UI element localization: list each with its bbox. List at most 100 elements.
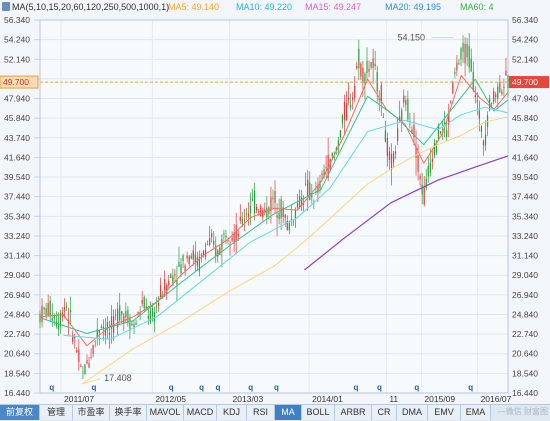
tab-adjust[interactable]: 前复权 <box>0 405 40 420</box>
ma-line-4 <box>304 155 509 271</box>
candle-body <box>82 371 84 373</box>
tab-emv[interactable]: EMV <box>428 405 461 420</box>
plot-area <box>40 20 508 393</box>
candle-body <box>84 364 86 375</box>
tab-ema[interactable]: EMA <box>461 405 491 420</box>
candle-body <box>350 105 352 108</box>
y-tick-label: 47.940 <box>512 94 538 104</box>
candle-body <box>159 285 162 298</box>
candle-body <box>495 94 497 97</box>
candle-body <box>182 255 184 262</box>
y-tick-label: 43.740 <box>512 133 538 143</box>
candle-body <box>129 317 131 331</box>
candle-body <box>333 156 335 158</box>
candle-body <box>413 124 415 138</box>
candle-body <box>425 178 427 189</box>
y-tick-label-left: 16.440 <box>4 388 30 398</box>
y-tick-label-left: 37.440 <box>4 192 30 202</box>
candle-body <box>392 152 395 163</box>
candle-body <box>384 130 386 142</box>
candle-body <box>147 315 149 319</box>
candle-body <box>274 191 276 203</box>
candle-body <box>162 295 164 298</box>
tab-arbr[interactable]: ARBR <box>335 405 372 420</box>
legend-ma5: MA5: 49.140 <box>168 2 220 12</box>
candle-body <box>298 196 301 209</box>
last-price-tag-right <box>509 76 549 89</box>
ma-line-0 <box>39 75 509 347</box>
candle-body <box>262 210 264 218</box>
candle-body <box>90 356 92 358</box>
candle-body <box>198 256 201 272</box>
candle-body <box>108 332 111 336</box>
candle-body <box>98 330 100 333</box>
candle-body <box>270 197 272 211</box>
y-tick-label: 41.640 <box>512 152 538 162</box>
candle-body <box>43 307 45 310</box>
tab-kdj[interactable]: KDJ <box>217 405 247 420</box>
tab-cr[interactable]: CR <box>372 405 397 420</box>
candle-body <box>110 316 113 329</box>
candle-body <box>133 324 135 328</box>
tab-ma[interactable]: MA <box>275 405 302 420</box>
tab-boll[interactable]: BOLL <box>302 405 335 420</box>
candle-body <box>456 62 458 71</box>
candle-body <box>474 95 476 98</box>
candle-body <box>225 235 227 238</box>
y-tick-label-left: 54.240 <box>4 35 30 45</box>
candle-body <box>300 197 303 207</box>
tab-mavol[interactable]: MAVOL <box>147 405 184 420</box>
candle-body <box>347 98 350 100</box>
candle-body <box>468 45 470 68</box>
tab-rsi[interactable]: RSI <box>247 405 275 420</box>
candle-body <box>497 86 499 99</box>
candle-body <box>360 63 362 77</box>
candle-body <box>319 181 321 189</box>
y-tick-label: 31.140 <box>512 251 538 261</box>
candle-body <box>100 326 102 329</box>
tab-turnover[interactable]: 换手率 <box>110 405 147 420</box>
y-tick-label: 20.640 <box>512 349 538 359</box>
candle-body <box>196 257 198 266</box>
candle-body <box>164 279 166 291</box>
tab-manage[interactable]: 管理 <box>40 405 73 420</box>
candle-body <box>86 360 88 364</box>
candle-body <box>235 224 237 242</box>
candle-body <box>476 100 478 103</box>
last-price-label-left: 49.700 <box>3 77 29 87</box>
x-tick-label: 11 <box>389 394 398 404</box>
candle-body <box>49 300 51 316</box>
legend-indicator: MA(5,10,15,20,60,120,250,500,1000,1) <box>12 2 170 12</box>
candle-body <box>258 211 260 213</box>
candle-body <box>450 101 452 103</box>
candle-body <box>121 311 123 315</box>
legend-menu-icon[interactable] <box>2 2 10 11</box>
legend-ma60: MA60: 4 <box>460 2 494 12</box>
y-tick-label: 37.440 <box>512 192 538 202</box>
candle-body <box>421 184 423 195</box>
y-tick-label-left: 52.140 <box>4 54 30 64</box>
kline-chart[interactable]: 56.34056.34054.24054.24052.14052.14050.0… <box>0 0 550 404</box>
candle-body <box>123 315 125 323</box>
legend-ma20: MA20: 49.195 <box>385 2 442 12</box>
y-tick-label: 52.140 <box>512 54 538 64</box>
candle-body <box>253 190 256 214</box>
candle-body <box>266 207 268 218</box>
tab-dma[interactable]: DMA <box>397 405 428 420</box>
y-tick-label: 45.840 <box>512 113 538 123</box>
candle-body <box>380 85 382 103</box>
candle-body <box>241 218 243 225</box>
candle-body <box>96 329 98 338</box>
x-tick-label: 2013/03 <box>233 394 264 404</box>
tab-pe[interactable]: 市盈率 <box>73 405 110 420</box>
legend-ma15: MA15: 49.247 <box>305 2 362 12</box>
y-tick-label-left: 20.640 <box>4 349 30 359</box>
candle-body <box>63 307 66 311</box>
y-tick-label-left: 31.140 <box>4 251 30 261</box>
candle-body <box>139 313 141 316</box>
tab-macd[interactable]: MACD <box>184 405 217 420</box>
candle-body <box>325 167 327 169</box>
candle-body <box>478 110 480 119</box>
candle-body <box>454 72 456 74</box>
